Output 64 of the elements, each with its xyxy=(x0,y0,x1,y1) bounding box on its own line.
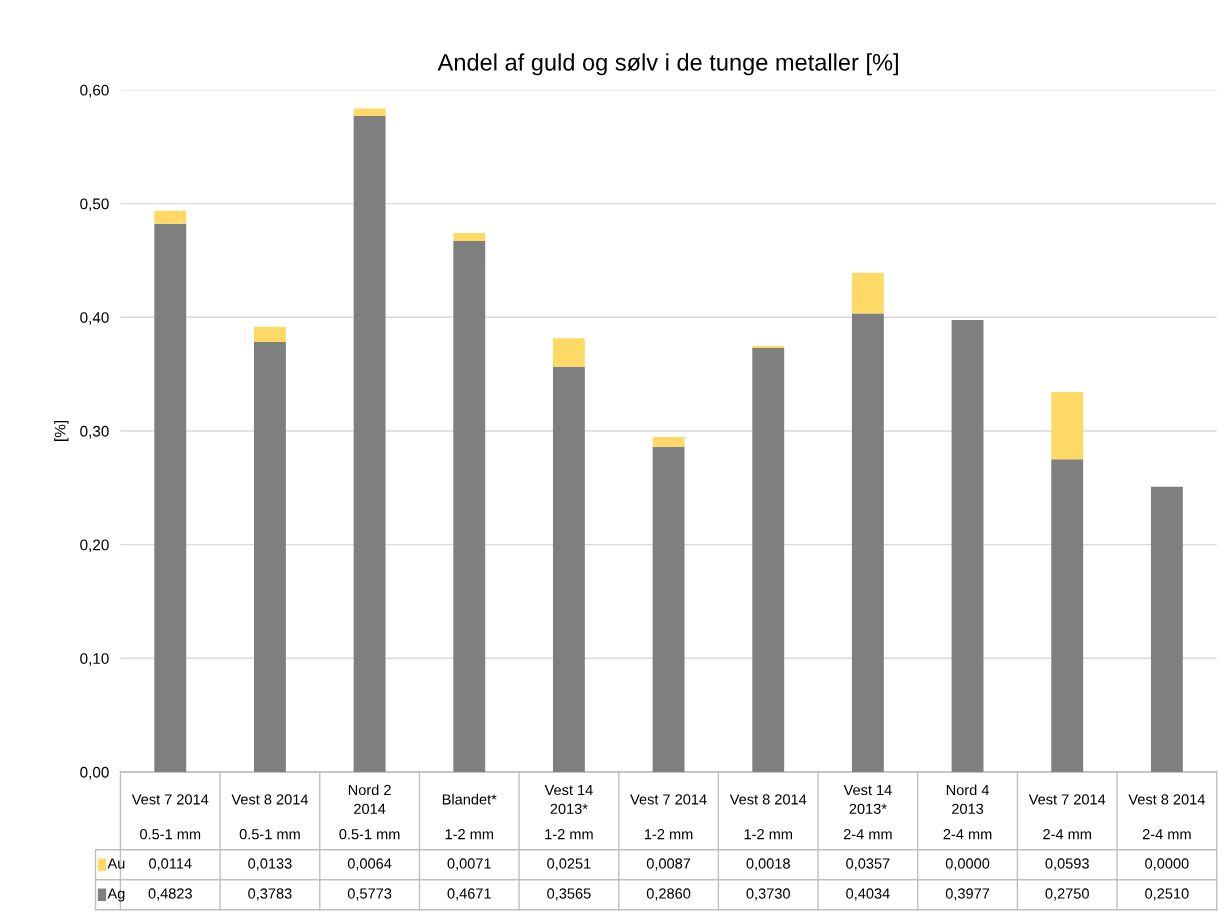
bar xyxy=(1051,459,1084,772)
bar xyxy=(1150,486,1183,772)
category-label: Vest 8 2014 2-4 mm xyxy=(1128,794,1205,840)
data-label: 0,0071 xyxy=(447,858,491,871)
data-label: 0,2750 xyxy=(1045,888,1089,901)
data-label: 0,3783 xyxy=(248,888,292,901)
bar xyxy=(253,326,286,342)
data-label: 0,0064 xyxy=(347,858,392,871)
data-label: 0,0000 xyxy=(1145,858,1189,871)
y-tick-label: 0,30 xyxy=(80,425,109,439)
category-label: Vest 7 2014 0.5-1 mm xyxy=(131,794,209,840)
y-tick-label: 0,60 xyxy=(80,84,109,98)
legend-label: Ag xyxy=(107,888,125,902)
bar xyxy=(353,115,386,772)
category-label: Vest 8 2014 1-2 mm xyxy=(729,794,807,840)
category-label: Blandet* 1-2 mm xyxy=(442,793,497,840)
y-tick-label: 0,10 xyxy=(80,653,109,666)
category-label: Vest 7 2014 2-4 mm xyxy=(1028,794,1106,840)
bar xyxy=(752,345,785,348)
data-label: 0,2860 xyxy=(646,888,691,901)
y-tick-label: 0,20 xyxy=(80,539,109,553)
y-tick-label: 0,50 xyxy=(80,198,109,212)
bar xyxy=(253,341,286,772)
bar xyxy=(453,232,486,241)
bar xyxy=(752,347,785,772)
chart-title: Andel af guld og sølv i de tunge metaller [%] xyxy=(437,53,898,76)
bar xyxy=(851,272,884,314)
bar xyxy=(951,319,984,772)
x-tick-label: Nord 2 2014 0.5-1 mm xyxy=(339,784,400,840)
bar xyxy=(453,240,486,772)
bar xyxy=(1051,391,1084,460)
legend-label: Au xyxy=(107,858,125,869)
data-label: 0,4823 xyxy=(148,888,192,901)
data-label: 0,0357 xyxy=(846,858,890,871)
data-label: 0,0087 xyxy=(646,858,691,871)
bar xyxy=(154,210,187,224)
data-label: 0,3977 xyxy=(945,888,990,901)
data-label: 0,0000 xyxy=(945,858,990,871)
y-axis-title: [%] xyxy=(54,421,69,441)
category-label: Vest 7 2014 1-2 mm xyxy=(630,794,707,840)
data-label: 0,0251 xyxy=(547,858,591,871)
data-label: 0,2510 xyxy=(1145,888,1189,901)
bar xyxy=(353,108,386,116)
data-label: 0,0114 xyxy=(149,858,192,871)
bar xyxy=(652,436,685,447)
data-label: 0,0593 xyxy=(1045,858,1089,871)
bar xyxy=(154,223,187,772)
bar xyxy=(552,366,585,772)
data-label: 0,5773 xyxy=(347,888,392,901)
bar xyxy=(652,446,685,772)
data-label: 0,4034 xyxy=(846,888,890,901)
bar xyxy=(851,313,884,772)
y-tick-label: 0,00 xyxy=(80,766,109,780)
bar xyxy=(552,338,585,367)
data-label: 0,0133 xyxy=(248,858,292,871)
x-tick-label: Vest 14 2013* 1-2 mm xyxy=(544,784,593,840)
data-label: 0,0018 xyxy=(746,858,790,871)
y-tick-label: 0,40 xyxy=(80,312,109,325)
data-label: 0,4671 xyxy=(447,888,491,901)
data-label: 0,3730 xyxy=(746,888,790,901)
category-label: Vest 8 2014 0.5-1 mm xyxy=(231,794,309,840)
x-tick-label: Nord 4 2013 2-4 mm xyxy=(943,784,992,840)
data-label: 0,3565 xyxy=(547,888,591,901)
x-tick-label: Vest 14 2013* 2-4 mm xyxy=(843,784,892,840)
